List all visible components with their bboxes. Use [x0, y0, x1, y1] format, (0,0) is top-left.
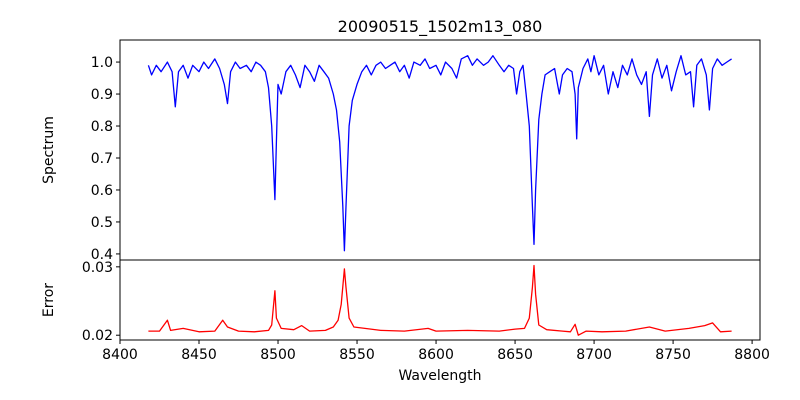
error-xtick-label: 8400 — [102, 347, 138, 363]
error-xtick-label: 8600 — [418, 347, 454, 363]
error-xtick-label: 8550 — [339, 347, 375, 363]
error-xtick-label: 8450 — [181, 347, 217, 363]
error-ytick-label: 0.02 — [82, 328, 113, 344]
spectrum-series-line — [147, 55, 732, 252]
spectrum-ytick-label: 0.7 — [91, 151, 113, 167]
x-axis-label: Wavelength — [398, 368, 481, 384]
spectrum-ytick-label: 0.9 — [91, 87, 113, 103]
spectrum-ylabel: Spectrum — [41, 116, 57, 184]
error-xtick-label: 8650 — [497, 347, 533, 363]
error-xtick-label: 8750 — [655, 347, 691, 363]
error-axes-frame — [119, 259, 761, 341]
error-xtick-label: 8800 — [734, 347, 770, 363]
spectrum-ytick-label: 0.4 — [91, 247, 113, 263]
error-xtick-label: 8500 — [260, 347, 296, 363]
error-series-line — [148, 264, 732, 336]
error-xtick-label: 8700 — [576, 347, 612, 363]
error-ylabel: Error — [41, 283, 57, 317]
spectrum-ytick-label: 0.8 — [91, 119, 113, 135]
chart-title: 20090515_1502m13_080 — [338, 17, 543, 37]
spectrum-ytick-label: 1.0 — [91, 55, 113, 71]
spectrum-ytick-label: 0.6 — [91, 183, 113, 199]
spectrum-ytick-label: 0.5 — [91, 215, 113, 231]
error-ytick-label: 0.03 — [82, 260, 113, 276]
